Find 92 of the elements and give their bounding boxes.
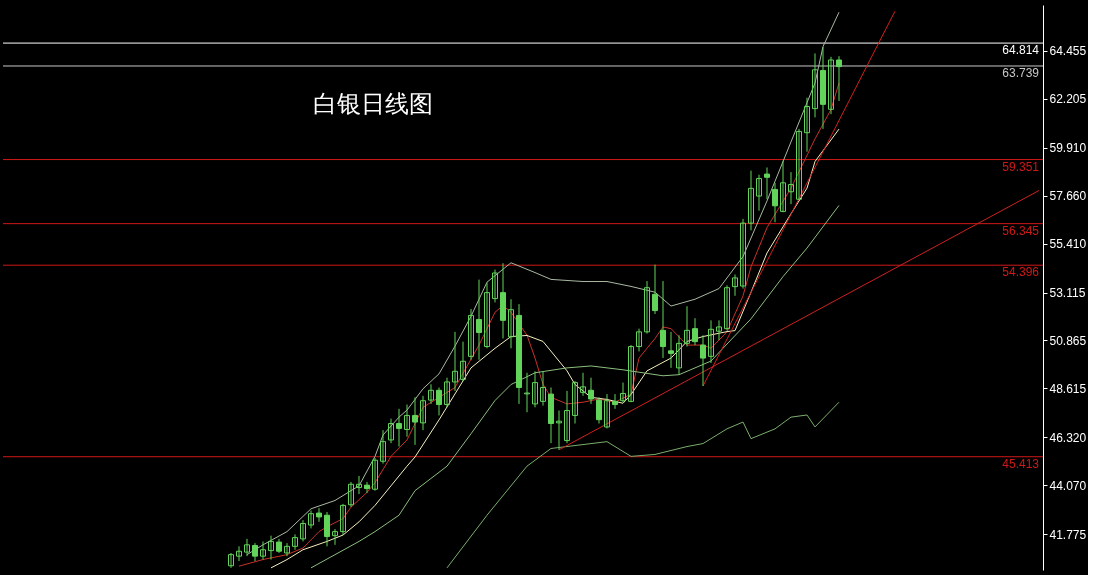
candlestick [452, 331, 458, 392]
candlestick [380, 429, 386, 465]
candlestick [228, 552, 234, 569]
candlestick [836, 55, 842, 102]
candlestick [628, 344, 634, 403]
ref-line-label: 59.351 [1002, 159, 1040, 174]
candlestick [340, 503, 346, 536]
candlestick [532, 370, 538, 408]
candlestick [332, 528, 338, 546]
candlestick [684, 305, 690, 348]
candlestick [324, 511, 330, 547]
candlestick [828, 56, 834, 115]
candlestick [620, 382, 626, 403]
ref-line-label: 63.739 [1002, 66, 1040, 80]
candlestick [372, 457, 378, 492]
ref-line-label: 56.345 [1002, 223, 1040, 238]
candlestick [268, 535, 274, 561]
candlestick [676, 334, 682, 375]
y-tick-label: 64.455 [1049, 44, 1087, 59]
ref-line-label: 54.396 [1002, 265, 1040, 280]
candlestick [484, 282, 490, 349]
candlestick [428, 383, 434, 405]
y-tick-label: 62.205 [1049, 92, 1087, 107]
annotation: 白银日线图 [313, 90, 433, 117]
candlestick [388, 418, 394, 444]
candlestick [604, 393, 610, 429]
candlestick [284, 542, 290, 557]
candlestick [572, 380, 578, 425]
candlestick [308, 510, 314, 529]
candlestick [740, 218, 746, 290]
candlestick [700, 334, 706, 387]
candlestick [524, 372, 530, 413]
candlestick [788, 171, 794, 205]
y-tick-label: 41.775 [1049, 527, 1087, 542]
candlestick [780, 160, 786, 213]
candlestick [660, 280, 666, 359]
y-tick-label: 53.115 [1049, 286, 1086, 301]
candlestick [564, 390, 570, 444]
candlestick [580, 372, 586, 397]
candlestick [668, 331, 674, 369]
y-tick-label: 57.660 [1049, 189, 1087, 204]
candlestick [764, 166, 770, 200]
candlestick [420, 395, 426, 431]
candlestick [724, 284, 730, 331]
candlestick [404, 404, 410, 438]
candlestick [476, 279, 482, 361]
candlestick [804, 97, 810, 153]
y-tick-label: 44.070 [1049, 478, 1087, 493]
candlestick [644, 280, 650, 335]
candlestick [364, 481, 370, 494]
ref-line-label: 45.413 [1002, 456, 1040, 471]
candlestick [716, 319, 722, 341]
candlestick [812, 52, 818, 118]
candlestick [348, 481, 354, 508]
candlestick [316, 507, 322, 523]
y-tick-label: 46.320 [1049, 430, 1087, 445]
candlestick [300, 519, 306, 542]
y-tick-label: 55.410 [1049, 237, 1087, 252]
candlestick [236, 545, 242, 562]
candlestick [796, 128, 802, 201]
line-series [246, 11, 840, 556]
candlestick [596, 396, 602, 425]
candlestick [460, 341, 466, 382]
y-tick-label: 48.615 [1049, 381, 1087, 396]
candlestick [396, 408, 402, 448]
candlestick [556, 410, 562, 451]
candlestick [508, 298, 514, 349]
y-tick-label: 50.865 [1049, 333, 1087, 348]
candlestick [468, 308, 474, 361]
candlestick [540, 370, 546, 407]
line-series [310, 204, 840, 569]
candlestick [492, 269, 498, 303]
line-series [446, 401, 840, 569]
candlestick [444, 377, 450, 408]
candlestick [588, 377, 594, 405]
candlestick [436, 386, 442, 416]
candlestick [260, 540, 266, 561]
candlestick [636, 328, 642, 352]
candlestick [412, 396, 418, 446]
candlestick [612, 393, 618, 410]
y-tick-label: 59.910 [1049, 141, 1087, 156]
candlestick [748, 170, 754, 231]
candlestick [692, 317, 698, 346]
candlestick [732, 273, 738, 297]
candlestick [356, 475, 362, 495]
candlestick [652, 264, 658, 315]
candlestick [244, 538, 250, 557]
candlestick [756, 174, 762, 212]
candlestick [292, 533, 298, 551]
candlestick [708, 319, 714, 364]
candlestick [772, 182, 778, 223]
ref-line-label: 64.814 [1002, 43, 1040, 58]
